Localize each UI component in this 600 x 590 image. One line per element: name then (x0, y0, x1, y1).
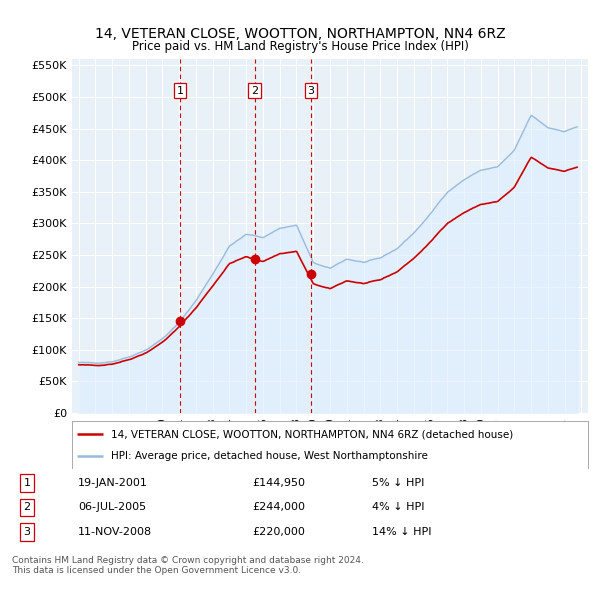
Text: £220,000: £220,000 (252, 527, 305, 537)
Text: 1: 1 (176, 86, 184, 96)
Text: 14, VETERAN CLOSE, WOOTTON, NORTHAMPTON, NN4 6RZ (detached house): 14, VETERAN CLOSE, WOOTTON, NORTHAMPTON,… (110, 429, 513, 439)
Text: £244,000: £244,000 (252, 503, 305, 512)
Text: £144,950: £144,950 (252, 478, 305, 488)
Text: 5% ↓ HPI: 5% ↓ HPI (372, 478, 424, 488)
Text: HPI: Average price, detached house, West Northamptonshire: HPI: Average price, detached house, West… (110, 451, 428, 461)
Text: 11-NOV-2008: 11-NOV-2008 (78, 527, 152, 537)
Text: 14% ↓ HPI: 14% ↓ HPI (372, 527, 431, 537)
Text: 3: 3 (23, 527, 31, 537)
Text: 19-JAN-2001: 19-JAN-2001 (78, 478, 148, 488)
Text: 2: 2 (23, 503, 31, 512)
Text: 14, VETERAN CLOSE, WOOTTON, NORTHAMPTON, NN4 6RZ: 14, VETERAN CLOSE, WOOTTON, NORTHAMPTON,… (95, 27, 505, 41)
Text: 3: 3 (307, 86, 314, 96)
Text: 1: 1 (23, 478, 31, 488)
Text: 2: 2 (251, 86, 259, 96)
Text: Contains HM Land Registry data © Crown copyright and database right 2024.
This d: Contains HM Land Registry data © Crown c… (12, 556, 364, 575)
Text: 06-JUL-2005: 06-JUL-2005 (78, 503, 146, 512)
Text: Price paid vs. HM Land Registry's House Price Index (HPI): Price paid vs. HM Land Registry's House … (131, 40, 469, 53)
Text: 4% ↓ HPI: 4% ↓ HPI (372, 503, 425, 512)
